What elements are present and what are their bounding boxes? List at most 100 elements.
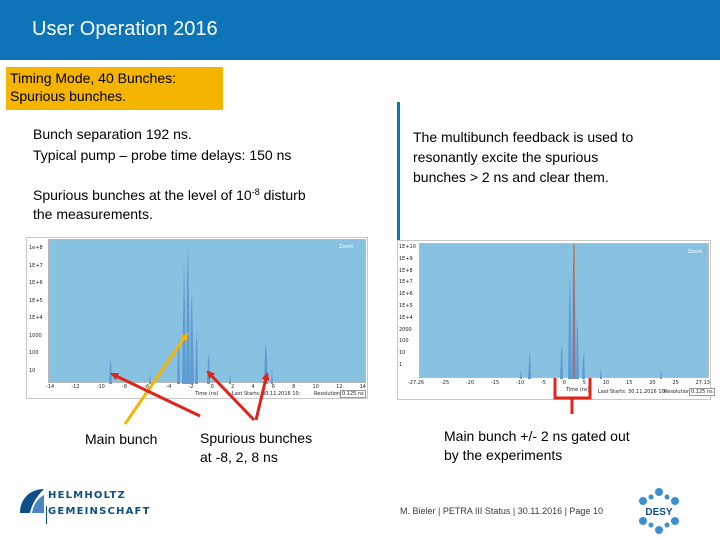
left-x-tick: 4 <box>251 384 255 390</box>
right-y-tick: 1E+4 <box>399 314 413 321</box>
right-y-ticks: 1E+10 1E+9 1E+8 1E+7 1E+6 1E+5 1E+4 2000… <box>399 242 416 372</box>
left-y-tick: 1000 <box>29 332 42 339</box>
left-spectrum-svg <box>109 245 273 384</box>
left-y-tick: 1E+6 <box>29 280 43 286</box>
left-x-tick: -6 <box>144 384 150 390</box>
right-x-tick: 20 <box>649 380 656 386</box>
right-x-tick: -5 <box>540 380 546 386</box>
footer-text: M. Bieler | PETRA III Status | 30.11.201… <box>400 506 603 516</box>
left-x-tick: 10 <box>312 384 319 390</box>
right-x-tick: -25 <box>440 380 450 386</box>
gated-label-line-1: Main bunch +/- 2 ns gated out <box>444 428 630 444</box>
right-y-tick: 1E+6 <box>399 291 413 298</box>
left-plot-area: Zoom <box>48 239 366 384</box>
right-x-ticks: -27.26 -25 -20 -15 -10 -5 0 5 10 15 20 2… <box>408 380 710 386</box>
right-peak-side-b <box>582 352 585 379</box>
right-peak-minus5 <box>528 349 531 379</box>
left-resolution-field[interactable]: 0.125 ns <box>340 390 366 398</box>
left-peak-minus8 <box>109 358 112 384</box>
left-text-line-3-pre: Spurious bunches at the level of 10 <box>33 187 252 203</box>
left-x-tick: -12 <box>71 384 80 390</box>
left-x-tick: 2 <box>231 384 235 390</box>
right-resolution-label: Resolution: <box>664 389 692 395</box>
right-y-tick: 1E+5 <box>399 302 413 309</box>
left-x-tick: 12 <box>336 384 343 390</box>
callout-line-1: Timing Mode, 40 Bunches: <box>10 70 177 86</box>
helmholtz-logo-text: HELMHOLTZ GEMEINSCHAFT <box>48 488 151 520</box>
left-x-ticks: -14 -12 -10 -8 -6 -4 -2 0 2 4 6 8 10 12 … <box>46 384 366 390</box>
right-y-tick: 1E+10 <box>399 244 416 250</box>
left-status: Last Starts: 30.11.2016 10: <box>232 391 301 397</box>
right-plot-area: Zoom <box>419 243 709 379</box>
left-y-tick: 1E+4 <box>29 315 43 321</box>
left-y-tick: 1e+8 <box>29 245 43 251</box>
left-text-line-3: Spurious bunches at the level of 10-8 di… <box>33 186 306 204</box>
left-x-tick: -14 <box>46 384 55 390</box>
right-y-tick: 1E+9 <box>399 255 413 262</box>
right-x-tick: -15 <box>490 380 500 386</box>
callout-box: Timing Mode, 40 Bunches: Spurious bunche… <box>6 67 223 110</box>
left-x-tick: 8 <box>292 384 296 390</box>
left-peak-small-c <box>229 373 231 384</box>
gated-label-line-2: by the experiments <box>444 447 563 463</box>
left-peak-8 <box>264 342 268 384</box>
left-y-tick: 10 <box>29 367 36 374</box>
logo-divider <box>46 506 47 524</box>
right-text-line-3: bunches > 2 ns and clear them. <box>413 169 609 185</box>
right-spectrum-svg <box>520 244 662 379</box>
right-peak-main-a <box>568 274 572 379</box>
desy-logo-text: DESY <box>645 507 673 518</box>
left-x-tick: 0 <box>210 384 214 390</box>
right-status: Last Starts: 30.11.2016 10: <box>598 389 667 395</box>
callout-line-2: Spurious bunches. <box>10 88 126 104</box>
left-peak-small-a <box>271 368 273 384</box>
left-x-tick: 6 <box>271 384 275 390</box>
right-x-tick: 5 <box>582 380 586 386</box>
left-y-ticks: 1e+8 1E+7 1E+6 1E+5 1E+4 1000 100 10 <box>29 240 43 380</box>
right-y-tick: 10 <box>399 350 406 357</box>
left-y-tick: 1E+5 <box>29 297 43 304</box>
right-x-tick: 10 <box>602 380 610 386</box>
left-x-tick: -2 <box>188 384 194 390</box>
right-peak-side-a <box>560 344 563 379</box>
right-y-tick: 2000 <box>399 326 412 333</box>
left-text-line-2: Typical pump – probe time delays: 150 ns <box>33 147 292 163</box>
left-x-tick: -4 <box>166 384 172 390</box>
right-x-label: Time (ns) <box>566 387 590 393</box>
right-plot-legend: Zoom <box>688 249 703 255</box>
right-peak-small-a <box>600 367 602 379</box>
right-y-tick: 1E+7 <box>399 279 413 286</box>
right-peak-minus10 <box>520 369 522 379</box>
left-peak-main-a <box>182 260 186 384</box>
right-text-line-1: The multibunch feedback is used to <box>413 129 634 145</box>
right-peak-small-b <box>660 370 662 379</box>
main-bunch-label: Main bunch <box>85 431 158 447</box>
spurious-label-line-1: Spurious bunches <box>200 430 313 446</box>
left-x-tick: -10 <box>96 384 105 390</box>
right-x-tick: 15 <box>626 380 633 386</box>
right-y-tick: 1E+8 <box>399 267 413 274</box>
right-x-tick: 0 <box>562 380 566 386</box>
slide-title: User Operation 2016 <box>32 18 218 40</box>
title-bar: User Operation 2016 <box>0 0 720 60</box>
right-y-tick: 1 <box>399 361 403 368</box>
left-text-line-4: the measurements. <box>33 206 153 222</box>
left-text-line-3-sup: -8 <box>251 187 260 197</box>
left-peak-2 <box>207 352 210 384</box>
right-x-tick: 27.13 <box>695 380 710 386</box>
right-y-tick: 100 <box>399 338 409 345</box>
left-y-tick: 100 <box>29 350 39 356</box>
right-x-tick: -27.26 <box>408 380 425 386</box>
right-x-tick: -20 <box>465 380 475 386</box>
left-x-tick: 14 <box>359 384 366 390</box>
logo-line-2: GEMEINSCHAFT <box>48 506 151 517</box>
right-x-tick: -10 <box>515 380 525 386</box>
helmholtz-logo-icon <box>20 489 44 513</box>
right-resolution-field[interactable]: 0.125 ns <box>689 388 715 396</box>
left-x-label: Time (ns) <box>195 391 219 397</box>
left-x-tick: -8 <box>122 384 128 390</box>
left-text-line-3-post: disturb <box>259 187 306 203</box>
left-peak-side-a <box>177 335 180 384</box>
left-y-tick: 1E+7 <box>29 262 43 269</box>
right-text-line-2: resonantly excite the spurious <box>413 149 599 165</box>
